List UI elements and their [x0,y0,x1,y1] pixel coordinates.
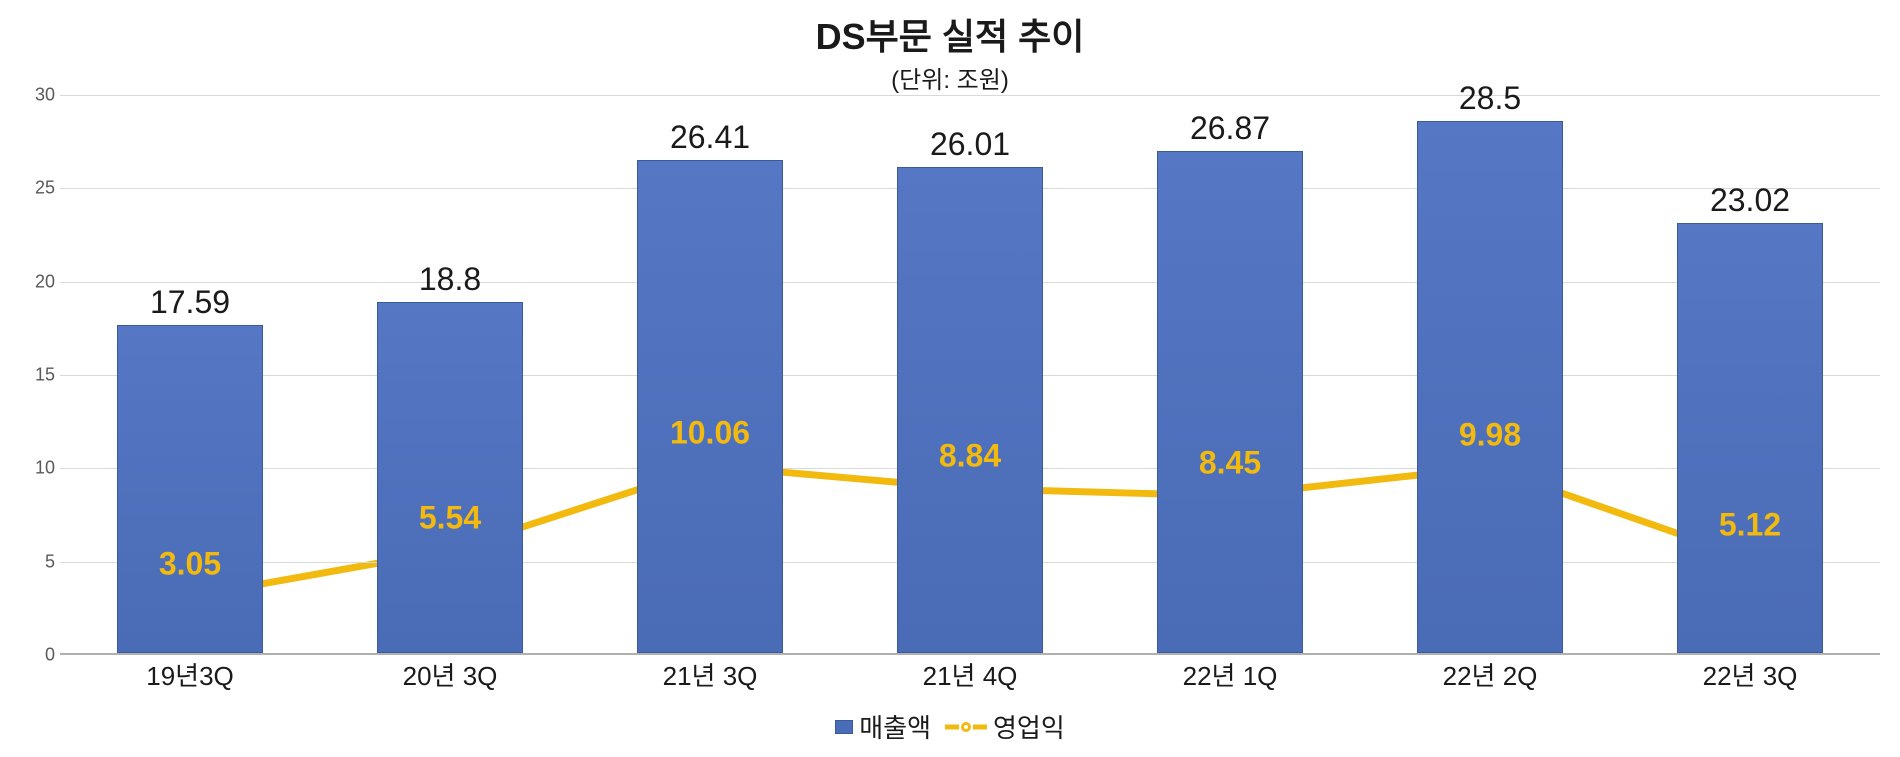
x-tick-label: 21년 3Q [663,656,758,693]
y-tick-label: 5 [20,551,55,572]
legend-line-label: 영업익 [993,708,1065,745]
bar-value-label: 26.01 [930,126,1010,163]
x-tick-label: 19년3Q [146,656,234,693]
legend: 매출액 영업익 [0,708,1900,745]
line-value-label: 5.54 [419,499,481,536]
bar-value-label: 26.87 [1190,110,1270,147]
chart-container: DS부문 실적 추이 (단위: 조원) 05101520253017.5919년… [0,0,1900,757]
y-tick-label: 30 [20,85,55,106]
line-value-label: 8.45 [1199,445,1261,482]
plot-area: 05101520253017.5919년3Q18.820년 3Q26.4121년… [60,95,1880,655]
x-tick-label: 20년 3Q [403,656,498,693]
y-tick-label: 0 [20,645,55,666]
bar [1417,121,1563,653]
bar-value-label: 28.5 [1459,80,1521,117]
bar-value-label: 26.41 [670,119,750,156]
legend-item-bars: 매출액 [835,708,931,745]
line-value-label: 9.98 [1459,416,1521,453]
line-value-label: 8.84 [939,438,1001,475]
legend-swatch-line-icon [945,720,987,734]
y-tick-label: 20 [20,271,55,292]
chart-title: DS부문 실적 추이 [0,8,1900,60]
bar [897,167,1043,653]
line-value-label: 3.05 [159,546,221,583]
gridline [60,95,1880,96]
legend-item-line: 영업익 [945,708,1065,745]
x-tick-label: 22년 1Q [1183,656,1278,693]
bar [377,302,523,653]
chart-subtitle: (단위: 조원) [0,60,1900,95]
bar [1157,151,1303,653]
x-tick-label: 22년 3Q [1703,656,1798,693]
y-tick-label: 10 [20,458,55,479]
x-tick-label: 21년 4Q [923,656,1018,693]
bar [637,160,783,653]
bar-value-label: 23.02 [1710,182,1790,219]
legend-swatch-bar-icon [835,720,853,734]
y-tick-label: 25 [20,178,55,199]
bar-value-label: 18.8 [419,261,481,298]
bar [1677,223,1823,653]
legend-bar-label: 매출액 [859,708,931,745]
line-value-label: 10.06 [670,415,750,452]
bar [117,325,263,653]
y-tick-label: 15 [20,365,55,386]
x-tick-label: 22년 2Q [1443,656,1538,693]
bar-value-label: 17.59 [150,284,230,321]
line-value-label: 5.12 [1719,507,1781,544]
